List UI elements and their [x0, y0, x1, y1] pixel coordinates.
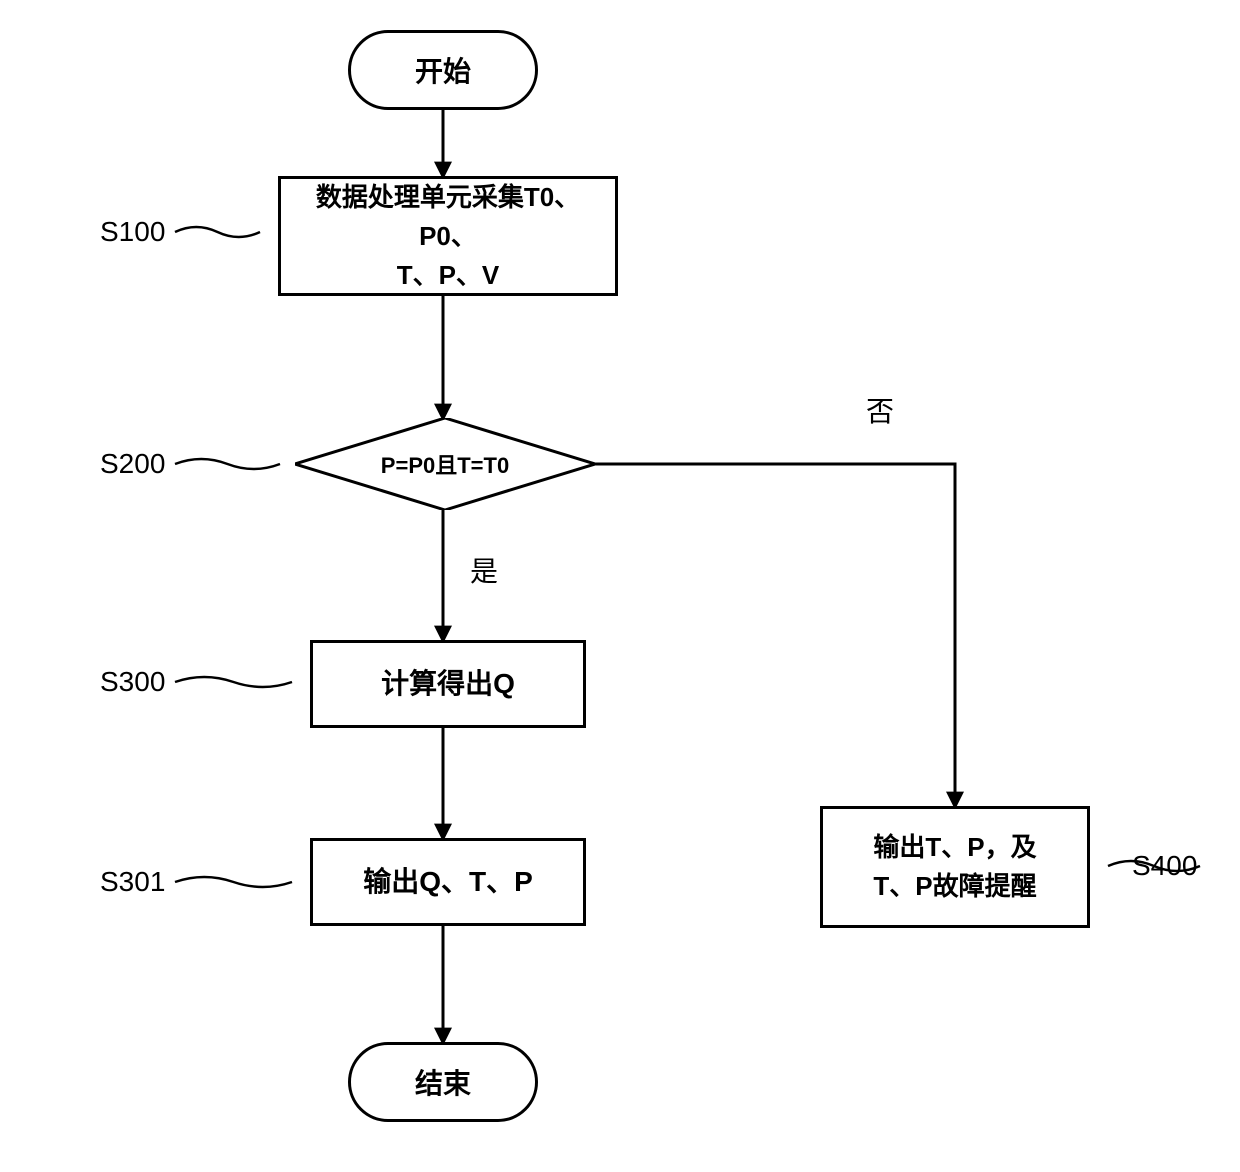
branch-label-no: 否 [866, 390, 894, 430]
step-label-s100-text: S100 [100, 216, 165, 247]
flowchart-s300-node: 计算得出Q [310, 640, 586, 728]
step-label-s100: S100 [100, 216, 165, 248]
step-label-s400-text: S400 [1132, 850, 1197, 881]
branch-label-yes: 是 [470, 550, 498, 590]
step-label-s301: S301 [100, 866, 165, 898]
s200-text: P=P0且T=T0 [381, 448, 509, 480]
s100-text: 数据处理单元采集T0、P0、 T、P、V [289, 178, 607, 295]
step-label-s300: S300 [100, 666, 165, 698]
flowchart-start-node: 开始 [348, 30, 538, 110]
flowchart-s200-node: P=P0且T=T0 [295, 418, 595, 510]
step-label-s200: S200 [100, 448, 165, 480]
s400-text: 输出T、P，及 T、P故障提醒 [873, 828, 1036, 906]
step-label-s300-text: S300 [100, 666, 165, 697]
s301-text: 输出Q、T、P [363, 861, 533, 903]
flowchart-s100-node: 数据处理单元采集T0、P0、 T、P、V [278, 176, 618, 296]
branch-yes-text: 是 [470, 556, 498, 587]
branch-no-text: 否 [866, 396, 894, 427]
flowchart-s301-node: 输出Q、T、P [310, 838, 586, 926]
flowchart-canvas: 开始 数据处理单元采集T0、P0、 T、P、V P=P0且T=T0 计算得出Q … [0, 0, 1240, 1172]
flowchart-s400-node: 输出T、P，及 T、P故障提醒 [820, 806, 1090, 928]
step-label-s200-text: S200 [100, 448, 165, 479]
s300-text: 计算得出Q [381, 663, 515, 705]
flowchart-end-node: 结束 [348, 1042, 538, 1122]
step-label-s301-text: S301 [100, 866, 165, 897]
flowchart-connectors [0, 0, 1240, 1172]
end-label: 结束 [415, 1062, 471, 1102]
step-label-s400: S400 [1132, 850, 1197, 882]
start-label: 开始 [415, 50, 471, 90]
